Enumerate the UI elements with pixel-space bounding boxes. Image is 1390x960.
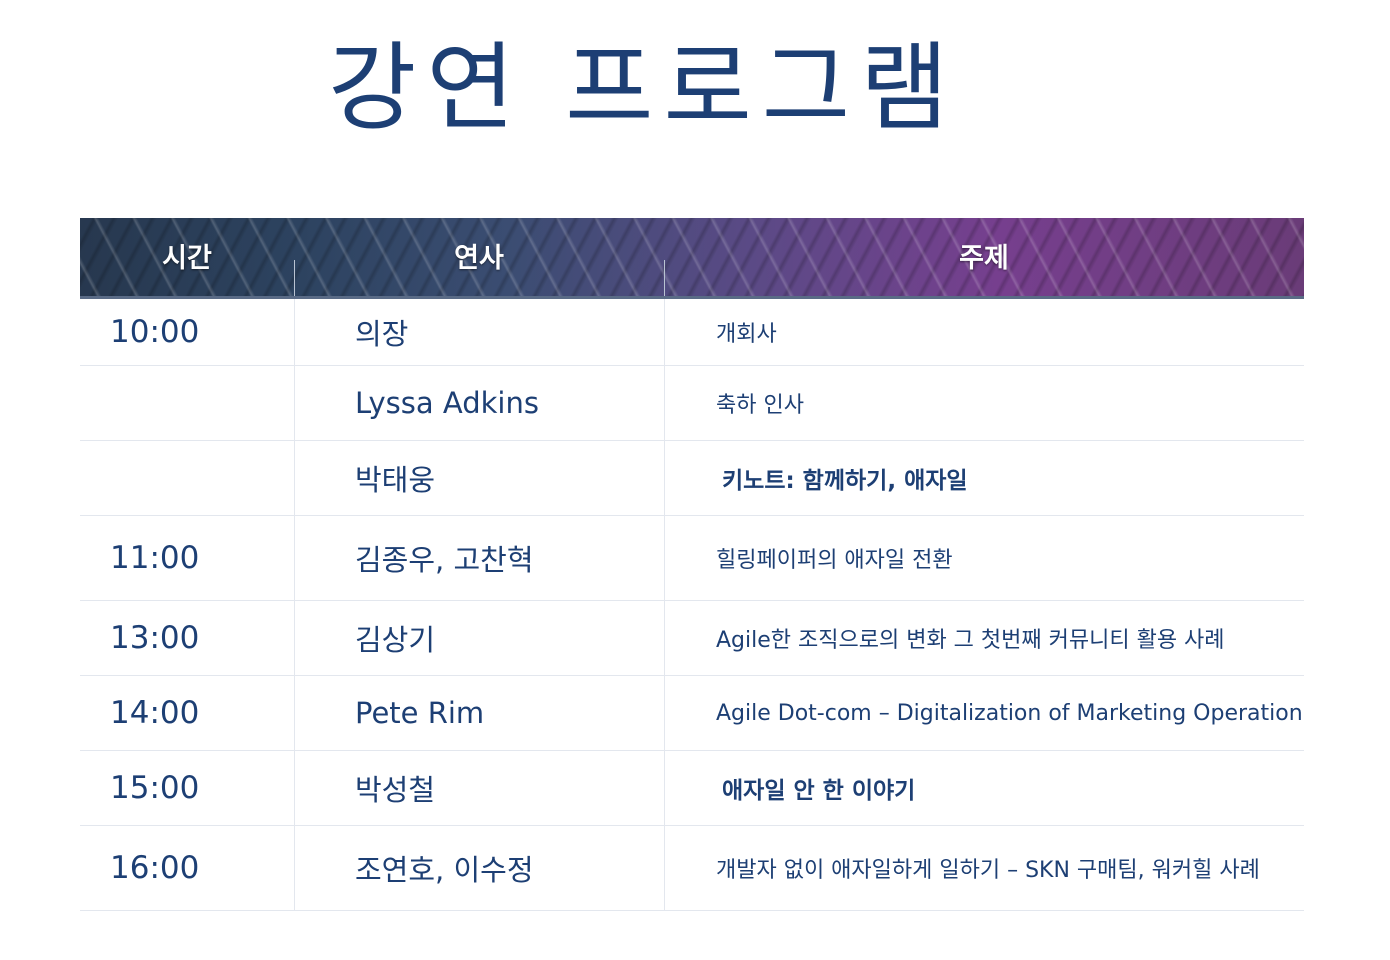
speaker-cell: Lyssa Adkins — [355, 386, 539, 420]
topic-cell: 개회사 — [716, 322, 777, 347]
speaker-cell: 김종우, 고찬혁 — [355, 543, 534, 577]
table-row: 박태웅 키노트: 함께하기, 애자일 — [80, 441, 1304, 516]
table-row: 10:00 의장 개회사 — [80, 299, 1304, 366]
topic-cell: 축하 인사 — [716, 393, 804, 418]
table-body: 10:00 의장 개회사 Lyssa Adkins 축하 인사 박태웅 키노트:… — [80, 299, 1304, 911]
table-row: 14:00 Pete Rim Agile Dot-com – Digitaliz… — [80, 676, 1304, 751]
time-cell: 10:00 — [110, 314, 200, 350]
table-row: 15:00 박성철 애자일 안 한 이야기 — [80, 751, 1304, 826]
time-cell: 11:00 — [110, 540, 200, 576]
speaker-cell: 의장 — [355, 317, 409, 351]
column-divider — [664, 299, 665, 911]
table-row: 13:00 김상기 Agile한 조직으로의 변화 그 첫번째 커뮤니티 활용 … — [80, 601, 1304, 676]
topic-cell: Agile한 조직으로의 변화 그 첫번째 커뮤니티 활용 사례 — [716, 628, 1225, 653]
column-divider — [294, 299, 295, 911]
speaker-cell: Pete Rim — [355, 696, 485, 730]
page-title: 강연 프로그램 — [328, 32, 959, 144]
speaker-cell: 박성철 — [355, 773, 436, 807]
time-cell: 14:00 — [110, 695, 200, 731]
topic-cell: 힐링페이퍼의 애자일 전환 — [716, 548, 953, 573]
header-topic: 주제 — [959, 242, 1009, 274]
header-time: 시간 — [162, 242, 212, 274]
speaker-cell: 김상기 — [355, 623, 436, 657]
schedule-table: 시간 연사 주제 10:00 의장 개회사 Lyssa Adkins 축하 인사… — [80, 218, 1304, 911]
table-row: 16:00 조연호, 이수정 개발자 없이 애자일하게 일하기 – SKN 구매… — [80, 826, 1304, 911]
time-cell: 15:00 — [110, 770, 200, 806]
table-row: 11:00 김종우, 고찬혁 힐링페이퍼의 애자일 전환 — [80, 516, 1304, 601]
table-header: 시간 연사 주제 — [80, 218, 1304, 299]
speaker-cell: 박태웅 — [355, 463, 436, 497]
header-divider — [664, 260, 665, 296]
time-cell: 16:00 — [110, 850, 200, 886]
time-cell: 13:00 — [110, 620, 200, 656]
header-divider — [294, 260, 295, 296]
topic-cell: 키노트: 함께하기, 애자일 — [722, 468, 968, 494]
topic-cell: 개발자 없이 애자일하게 일하기 – SKN 구매팀, 워커힐 사례 — [716, 858, 1260, 883]
table-row: Lyssa Adkins 축하 인사 — [80, 366, 1304, 441]
topic-cell: Agile Dot-com – Digitalization of Market… — [716, 700, 1303, 726]
speaker-cell: 조연호, 이수정 — [355, 853, 534, 887]
header-speaker: 연사 — [454, 242, 504, 274]
topic-cell: 애자일 안 한 이야기 — [722, 778, 916, 804]
